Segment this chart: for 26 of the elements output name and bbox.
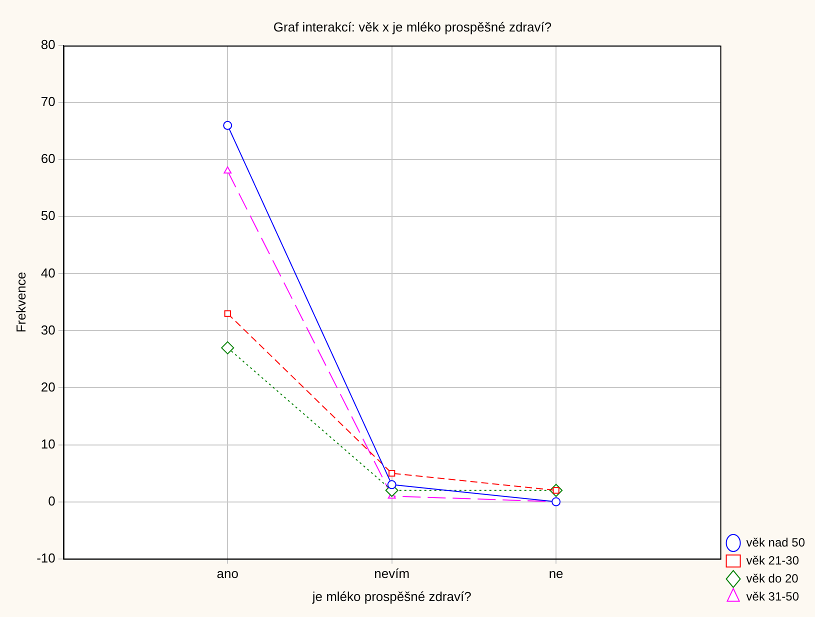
x-axis-title: je mléko prospěšné zdraví? xyxy=(311,588,472,604)
point xyxy=(387,480,396,490)
point xyxy=(223,120,232,130)
y-tick-label: 60 xyxy=(40,151,56,166)
point xyxy=(221,341,234,354)
y-tick-label: 70 xyxy=(40,94,56,110)
x-tick-label: nevím xyxy=(374,566,410,582)
y-tick-label: 50 xyxy=(40,208,56,224)
x-tick-label: ne xyxy=(548,566,564,582)
y-tick-label: 30 xyxy=(40,322,56,338)
point xyxy=(224,310,231,317)
legend-label: věk do 20 xyxy=(746,571,799,586)
y-tick-label: 0 xyxy=(48,493,56,508)
chart-title: Graf interakcí: věk x je mléko prospěšné zdraví? xyxy=(273,19,552,34)
y-axis-title: Frekvence xyxy=(13,272,28,333)
point xyxy=(224,166,232,174)
legend-label: věk 21-30 xyxy=(746,553,800,568)
x-tick-label: ano xyxy=(216,566,238,582)
y-tick-label: 40 xyxy=(40,265,56,280)
legend-label: věk nad 50 xyxy=(746,535,806,550)
point xyxy=(388,470,396,477)
y-tick-label: 20 xyxy=(40,379,56,394)
y-tick-label: -10 xyxy=(36,550,56,566)
y-tick-label: 80 xyxy=(40,37,56,52)
legend-label: věk 31-50 xyxy=(746,589,800,604)
y-tick-label: 10 xyxy=(40,436,56,452)
